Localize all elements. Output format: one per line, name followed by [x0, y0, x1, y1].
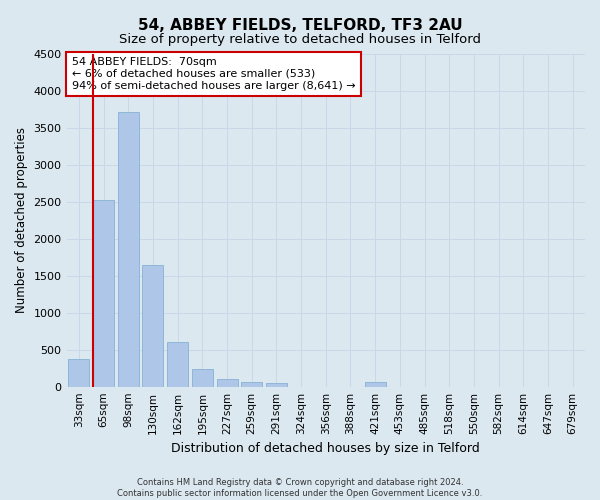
- Bar: [217, 380, 238, 386]
- Bar: [118, 112, 139, 386]
- Bar: [68, 360, 89, 386]
- Text: Size of property relative to detached houses in Telford: Size of property relative to detached ho…: [119, 32, 481, 46]
- Text: Contains HM Land Registry data © Crown copyright and database right 2024.
Contai: Contains HM Land Registry data © Crown c…: [118, 478, 482, 498]
- Bar: [192, 369, 213, 386]
- Bar: [365, 382, 386, 386]
- Bar: [93, 200, 114, 386]
- Bar: [266, 384, 287, 386]
- Bar: [142, 266, 163, 386]
- X-axis label: Distribution of detached houses by size in Telford: Distribution of detached houses by size …: [172, 442, 480, 455]
- Text: 54, ABBEY FIELDS, TELFORD, TF3 2AU: 54, ABBEY FIELDS, TELFORD, TF3 2AU: [137, 18, 463, 32]
- Y-axis label: Number of detached properties: Number of detached properties: [15, 128, 28, 314]
- Bar: [167, 342, 188, 386]
- Text: 54 ABBEY FIELDS:  70sqm
← 6% of detached houses are smaller (533)
94% of semi-de: 54 ABBEY FIELDS: 70sqm ← 6% of detached …: [72, 58, 355, 90]
- Bar: [241, 382, 262, 386]
